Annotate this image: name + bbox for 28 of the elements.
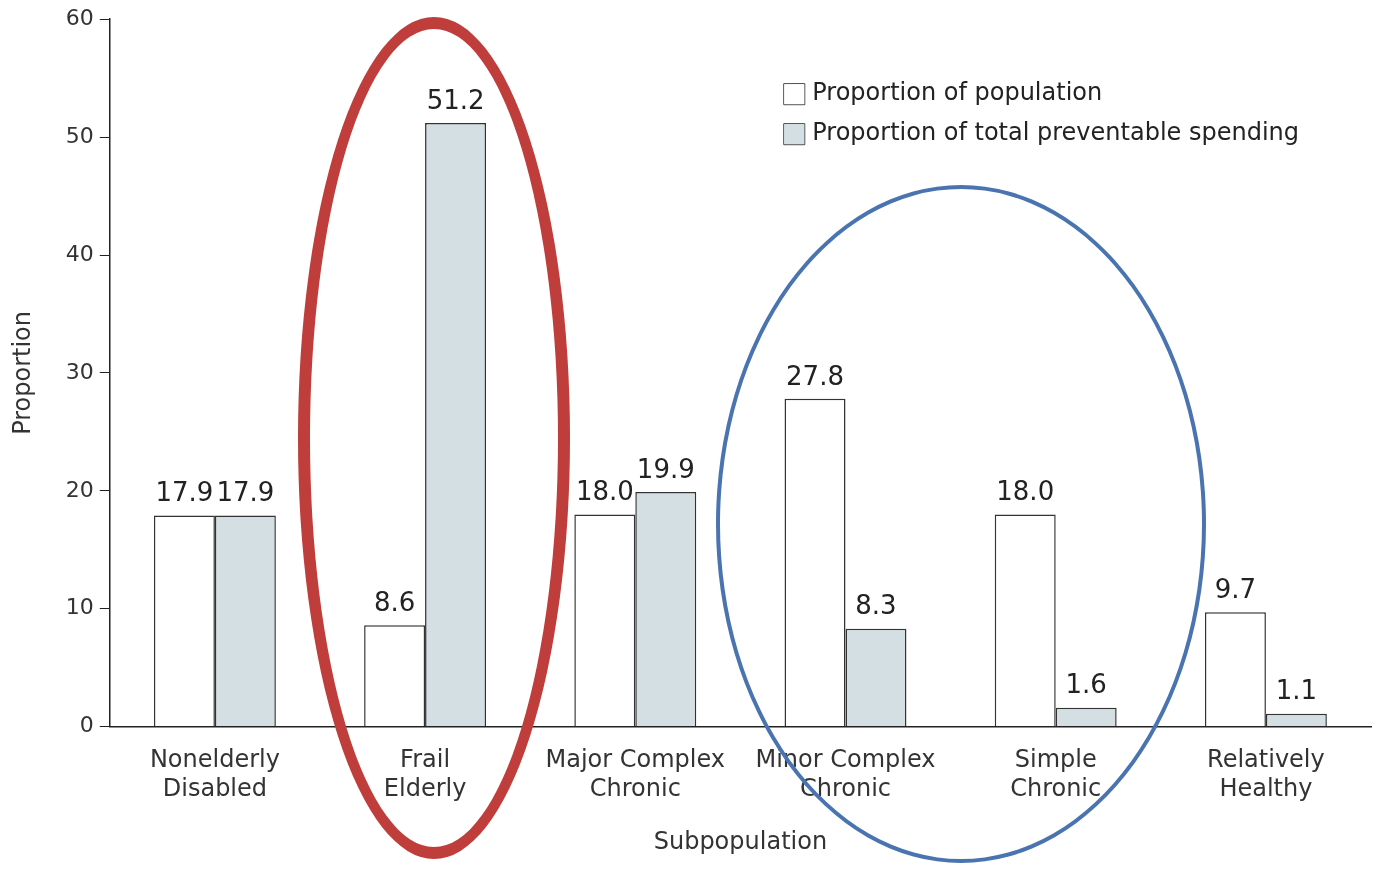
y-tick-label: 0	[79, 712, 94, 738]
x-tick-label: Frail Elderly	[383, 745, 467, 803]
y-tick-label: 20	[65, 476, 94, 502]
x-tick-label: Simple Chronic	[1010, 745, 1102, 803]
data-label: 8.3	[855, 590, 897, 621]
legend-label: Proportion of population	[812, 78, 1103, 107]
y-tick-label: 30	[65, 358, 94, 384]
data-label: 1.6	[1065, 669, 1107, 700]
x-tick-label: Relatively Healthy	[1207, 745, 1325, 803]
y-tick-label: 50	[65, 122, 94, 148]
x-axis-title: Subpopulation	[653, 826, 828, 855]
data-label: 18.0	[996, 476, 1055, 507]
x-tick-label: Nonelderly Disabled	[149, 745, 280, 803]
y-tick-label: 40	[65, 240, 94, 266]
y-axis-title: Proportion	[7, 310, 36, 435]
y-tick-label: 10	[65, 594, 94, 620]
y-tick-label: 60	[65, 4, 94, 30]
data-label: 17.9	[216, 477, 275, 508]
data-label: 9.7	[1214, 573, 1257, 604]
data-label: 51.2	[426, 84, 485, 115]
data-label: 27.8	[786, 360, 844, 391]
data-label: 17.9	[155, 477, 214, 508]
legend-label: Proportion of total preventable spending	[812, 118, 1300, 147]
data-label: 8.6	[373, 586, 416, 617]
data-label: 1.1	[1275, 675, 1318, 706]
x-tick-label: Major Complex Chronic	[545, 745, 726, 803]
data-label: 18.0	[575, 476, 634, 507]
data-label: 19.9	[636, 453, 695, 484]
